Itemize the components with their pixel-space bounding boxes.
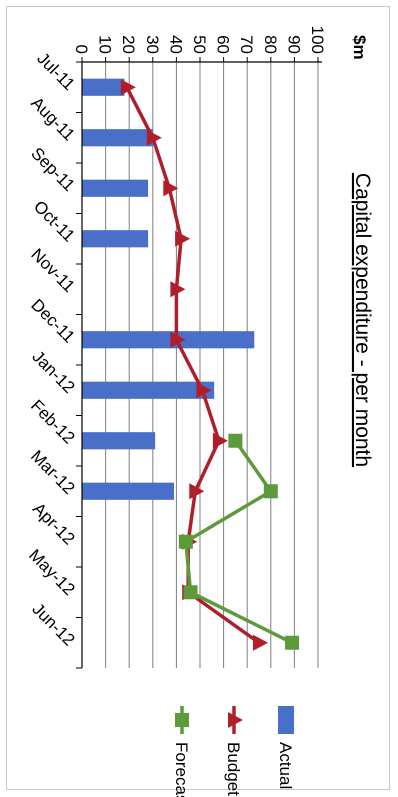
y-tick-label: 50 <box>190 35 209 54</box>
chart-title: Capital expenditure - per month <box>351 173 374 467</box>
x-tick-labels: Jul-11Aug-11Sep-11Oct-11Nov-11Dec-11Jan-… <box>25 49 79 650</box>
bars-actual <box>81 78 255 500</box>
marker-forecast <box>285 635 300 650</box>
x-tick-label: Jan-12 <box>28 347 78 397</box>
bar-actual <box>82 129 153 147</box>
unit-label: $m <box>350 35 369 60</box>
series-lines <box>120 79 300 651</box>
marker-forecast <box>178 534 193 549</box>
y-tick-label: 80 <box>261 35 280 54</box>
legend-label: Forecast <box>172 742 191 797</box>
marker-budget <box>196 382 212 399</box>
y-tick-label: 60 <box>214 35 233 54</box>
bar-actual <box>82 230 149 248</box>
x-tick-label: Mar-12 <box>27 447 79 499</box>
y-tick-label: 20 <box>119 35 138 54</box>
bar-actual <box>82 381 215 399</box>
y-tick-label: 0 <box>72 45 91 54</box>
marker-budget <box>175 230 191 247</box>
marker-budget <box>253 634 268 651</box>
y-tick-label: 40 <box>166 35 185 54</box>
x-tick-label: Jul-11 <box>33 49 78 94</box>
marker-budget <box>212 432 228 449</box>
x-tick-label: Sep-11 <box>27 144 78 195</box>
gridlines <box>81 62 319 668</box>
bar-actual <box>82 331 255 349</box>
marker-budget <box>170 281 186 298</box>
marker-forecast <box>263 484 278 499</box>
bar-actual <box>82 78 125 96</box>
x-tick-label: Apr-12 <box>29 499 79 549</box>
chart-frame <box>6 6 390 790</box>
legend-marker-forecast <box>175 713 189 727</box>
legend-label: Budget <box>224 742 243 796</box>
axes <box>76 61 322 669</box>
y-tick-label: 10 <box>96 35 115 54</box>
line-forecast <box>184 439 293 645</box>
marker-budget <box>189 483 205 500</box>
marker-budget <box>146 129 162 146</box>
legend-swatch-actual <box>278 706 294 734</box>
y-tick-labels: 0 10 20 30 40 50 60 70 80 90 100 <box>72 26 327 62</box>
bar-actual <box>82 179 149 197</box>
line-budget <box>125 86 261 645</box>
legend: Actual Budget Forecast <box>172 706 295 797</box>
legend-marker-budget <box>228 712 243 728</box>
legend-label: Actual <box>276 742 295 789</box>
x-tick-label: Nov-11 <box>27 245 78 296</box>
marker-budget <box>170 331 186 348</box>
y-tick-label: 30 <box>143 35 162 54</box>
bar-actual <box>82 432 156 450</box>
marker-budget <box>163 180 179 197</box>
y-tick-label: 100 <box>308 26 327 54</box>
marker-budget <box>120 79 136 96</box>
bar-actual <box>81 482 175 500</box>
x-tick-label: Jun-12 <box>28 599 78 649</box>
marker-forecast <box>228 433 243 448</box>
x-tick-label: May-12 <box>25 546 79 600</box>
x-tick-label: Feb-12 <box>27 396 79 448</box>
marker-forecast <box>183 585 198 600</box>
y-tick-label: 90 <box>284 35 303 54</box>
y-tick-label: 70 <box>237 35 256 54</box>
x-tick-label: Oct-11 <box>30 197 79 246</box>
x-tick-label: Dec-11 <box>27 295 78 346</box>
x-tick-label: Aug-11 <box>27 93 78 144</box>
chart-rotated-group: 0 10 20 30 40 50 60 70 80 90 100 Jul-11Aug-11Sep-1… <box>25 26 374 797</box>
